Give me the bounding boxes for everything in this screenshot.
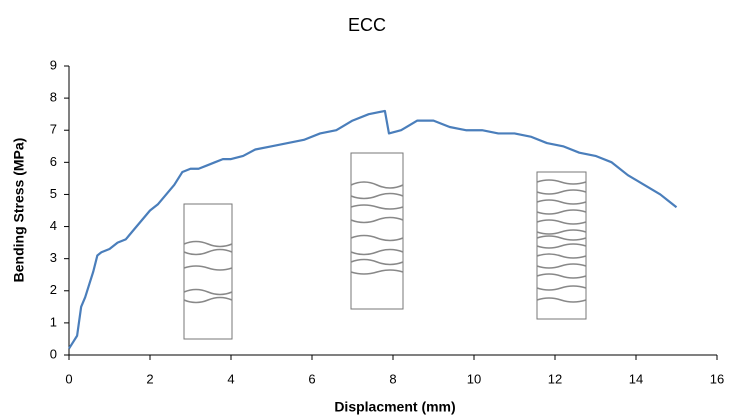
x-tick-label: 6: [308, 371, 315, 386]
x-tick-label: 2: [146, 371, 153, 386]
y-tick-label: 8: [50, 90, 57, 105]
cracks: [183, 240, 233, 304]
specimen-insets: [183, 152, 587, 340]
x-tick-label: 16: [710, 371, 724, 386]
y-tick-label: 1: [50, 314, 57, 329]
specimen-1: [183, 203, 233, 340]
chart-title: ECC: [348, 15, 386, 35]
data-line: [68, 109, 678, 350]
y-tick-label: 3: [50, 250, 57, 265]
cracks: [350, 181, 404, 275]
y-tick-label: 2: [50, 282, 57, 297]
x-tick-label: 4: [227, 371, 234, 386]
x-tick-label: 8: [389, 371, 396, 386]
y-tick-label: 5: [50, 186, 57, 201]
specimen-2: [350, 152, 404, 310]
x-axis-title: Displacment (mm): [334, 399, 455, 415]
x-tick-label: 12: [548, 371, 562, 386]
x-tick-label: 0: [65, 371, 72, 386]
y-tick-label: 9: [50, 57, 57, 72]
x-tick-label: 14: [629, 371, 643, 386]
y-axis-title: Bending Stress (MPa): [11, 138, 27, 283]
y-tick-label: 6: [50, 154, 57, 169]
y-tick-label: 7: [50, 122, 57, 137]
x-tick-label: 10: [467, 371, 481, 386]
y-tick-label: 0: [50, 346, 57, 361]
cracks: [536, 179, 587, 303]
y-tick-label: 4: [50, 218, 57, 233]
